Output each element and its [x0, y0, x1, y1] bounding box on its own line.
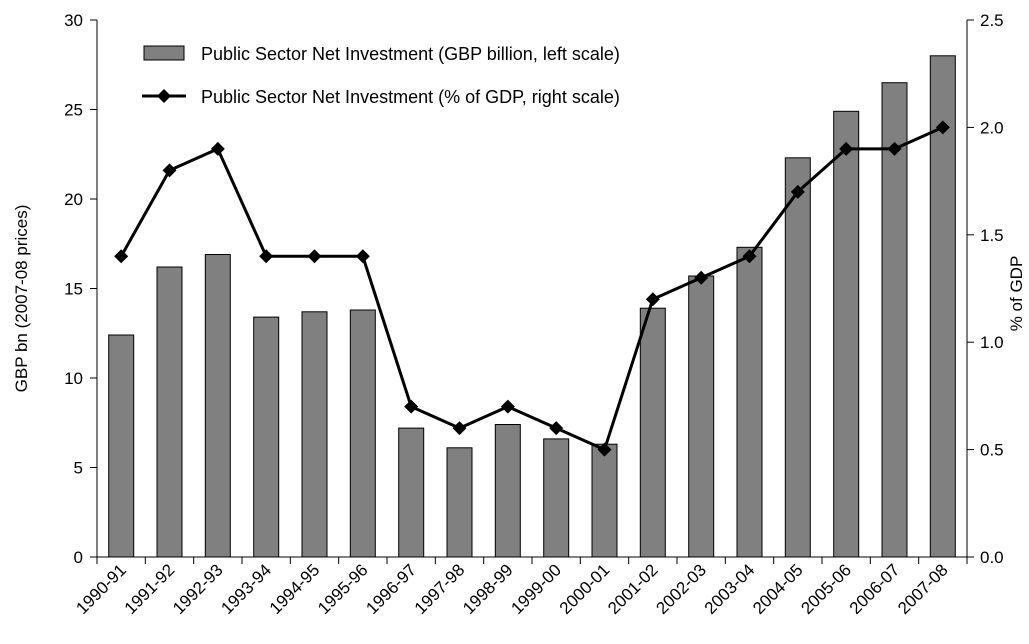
x-tick-label: 2006-07 — [846, 560, 904, 618]
y-axis-right-title: % of GDP — [1007, 256, 1026, 332]
x-tick-label: 1995-96 — [314, 560, 372, 618]
x-tick-label: 1991-92 — [121, 560, 179, 618]
line-point-1996-97 — [404, 400, 418, 414]
x-tick-label: 1990-91 — [72, 560, 130, 618]
x-tick-label: 2000-01 — [556, 560, 614, 618]
bar-1990-91 — [109, 335, 134, 557]
y-axis-left-title: GBP bn (2007-08 prices) — [12, 205, 31, 393]
bar-1992-93 — [205, 255, 230, 558]
bar-2002-03 — [689, 276, 714, 557]
y-left-tick-label: 10 — [64, 369, 83, 388]
line-point-1990-91 — [114, 249, 128, 263]
y-left-tick-label: 25 — [64, 101, 83, 120]
x-tick-label: 1992-93 — [169, 560, 227, 618]
bar-2001-02 — [640, 308, 665, 557]
line-point-1998-99 — [501, 400, 515, 414]
x-tick-label: 1996-97 — [362, 560, 420, 618]
legend-line-label: Public Sector Net Investment (% of GDP, … — [201, 87, 620, 107]
y-right-tick-label: 0.0 — [980, 548, 1004, 567]
x-tick-label: 1994-95 — [266, 560, 324, 618]
line-point-1994-95 — [308, 249, 322, 263]
bar-1999-00 — [544, 439, 569, 557]
bar-1995-96 — [350, 310, 375, 557]
line-series-group — [114, 120, 950, 456]
line-point-1991-92 — [163, 163, 177, 177]
y-right-tick-label: 1.0 — [980, 333, 1004, 352]
y-left-tick-label: 20 — [64, 190, 83, 209]
legend-bar-swatch — [144, 46, 184, 60]
x-tick-label: 2004-05 — [749, 560, 807, 618]
legend-bar-label: Public Sector Net Investment (GBP billio… — [201, 44, 620, 64]
bar-1998-99 — [495, 425, 520, 558]
x-tick-label: 2003-04 — [701, 560, 759, 618]
y-right-tick-label: 2.0 — [980, 118, 1004, 137]
bar-2004-05 — [785, 158, 810, 557]
x-tick-label: 2007-08 — [894, 560, 952, 618]
line-series-pct-gdp — [121, 127, 943, 449]
x-tick-label: 2002-03 — [652, 560, 710, 618]
legend: Public Sector Net Investment (GBP billio… — [142, 44, 620, 107]
bar-series-group — [109, 56, 956, 557]
line-point-1992-93 — [211, 142, 225, 156]
x-tick-label: 2001-02 — [604, 560, 662, 618]
bar-1991-92 — [157, 267, 182, 557]
bar-1993-94 — [254, 317, 279, 557]
y-right-tick-label: 2.5 — [980, 11, 1004, 30]
bar-2000-01 — [592, 444, 617, 557]
legend-line-marker — [157, 89, 171, 103]
bar-1994-95 — [302, 312, 327, 557]
bar-1997-98 — [447, 448, 472, 557]
line-point-1995-96 — [356, 249, 370, 263]
y-left-tick-label: 30 — [64, 11, 83, 30]
y-left-tick-label: 15 — [64, 280, 83, 299]
y-right-tick-label: 0.5 — [980, 441, 1004, 460]
x-tick-label: 1993-94 — [217, 560, 275, 618]
line-point-1993-94 — [259, 249, 273, 263]
x-tick-label: 1997-98 — [411, 560, 469, 618]
bar-2005-06 — [834, 111, 859, 557]
line-point-2001-02 — [646, 292, 660, 306]
line-point-1999-00 — [549, 421, 563, 435]
line-point-1997-98 — [453, 421, 467, 435]
bar-1996-97 — [399, 428, 424, 557]
y-left-tick-label: 0 — [74, 548, 83, 567]
x-tick-label: 1998-99 — [459, 560, 517, 618]
y-left-tick-label: 5 — [74, 459, 83, 478]
y-right-tick-label: 1.5 — [980, 226, 1004, 245]
x-tick-label: 2005-06 — [797, 560, 855, 618]
x-tick-label: 1999-00 — [507, 560, 565, 618]
bar-2003-04 — [737, 247, 762, 557]
